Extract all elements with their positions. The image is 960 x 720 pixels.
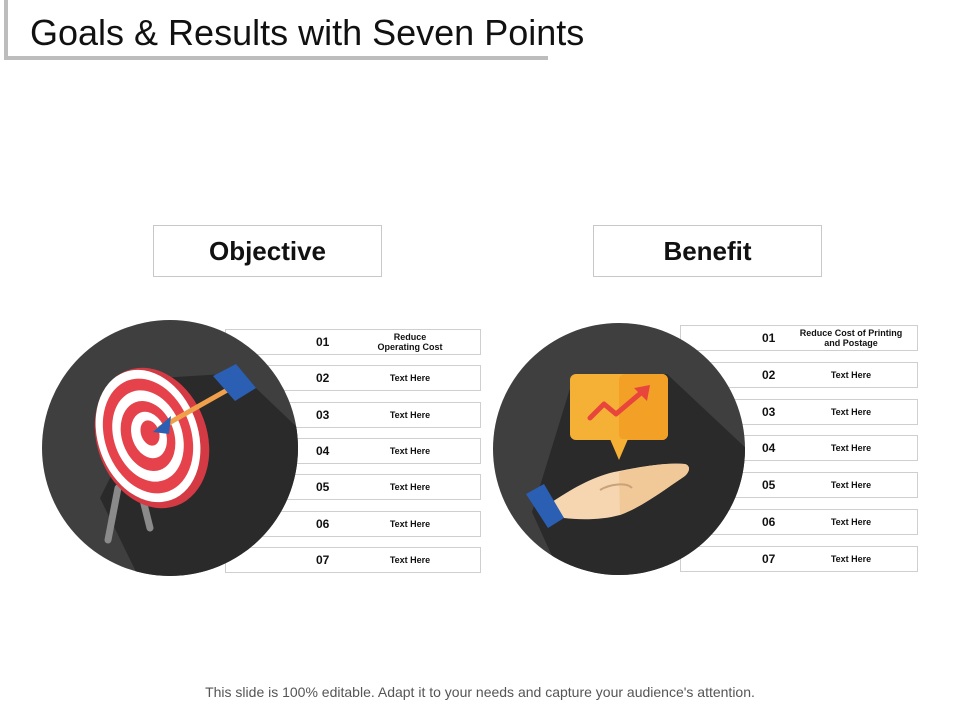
benefit-item-number: 02 [762, 367, 776, 382]
objective-item-text[interactable]: Text Here [389, 554, 431, 565]
objective-item-text[interactable]: Text Here [389, 373, 431, 384]
benefit-item-number: 01 [762, 331, 776, 345]
objective-heading: Objective [153, 225, 382, 277]
benefit-item-number: 07 [762, 551, 776, 566]
benefit-item-7: 07 Text Here [680, 545, 918, 572]
benefit-item-number: 06 [762, 515, 776, 529]
benefit-item-number: 03 [762, 404, 776, 419]
benefit-item-text[interactable]: Reduce Cost of Printing and Postage [799, 328, 903, 348]
target-arrow-icon [42, 320, 298, 576]
objective-item-7: 07 Text Here [225, 546, 481, 573]
benefit-item-text[interactable]: Text Here [830, 406, 872, 417]
benefit-item-number: 05 [762, 478, 776, 493]
benefit-item-text[interactable]: Text Here [830, 553, 872, 564]
benefit-item-text[interactable]: Text Here [830, 369, 872, 380]
objective-item-number: 04 [316, 443, 330, 458]
objective-item-number: 06 [316, 516, 330, 531]
benefit-item-text[interactable]: Text Here [830, 443, 872, 454]
objective-item-text[interactable]: Text Here [389, 518, 431, 529]
objective-item-text[interactable]: Reduce Operating Cost [377, 332, 443, 352]
title-bar: Goals & Results with Seven Points [4, 0, 584, 60]
page-title: Goals & Results with Seven Points [30, 12, 585, 53]
objective-item-number: 07 [316, 552, 330, 567]
objective-item-number: 05 [316, 480, 330, 495]
benefit-item-1: 01 Reduce Cost of Printing and Postage [680, 325, 918, 351]
footer-note: This slide is 100% editable. Adapt it to… [205, 684, 755, 700]
benefit-item-text[interactable]: Text Here [830, 517, 872, 527]
objective-item-number: 03 [316, 407, 330, 422]
objective-item-text[interactable]: Text Here [389, 445, 431, 456]
objective-item-number: 02 [316, 371, 330, 386]
objective-item-number: 01 [316, 335, 330, 349]
benefit-item-text[interactable]: Text Here [830, 480, 872, 491]
benefit-item-number: 04 [762, 441, 776, 456]
benefit-heading: Benefit [593, 225, 822, 277]
objective-item-1: 01 Reduce Operating Cost [225, 329, 481, 355]
objective-item-text[interactable]: Text Here [389, 482, 431, 493]
hand-growth-chart-icon [493, 323, 745, 575]
objective-item-text[interactable]: Text Here [389, 409, 431, 420]
